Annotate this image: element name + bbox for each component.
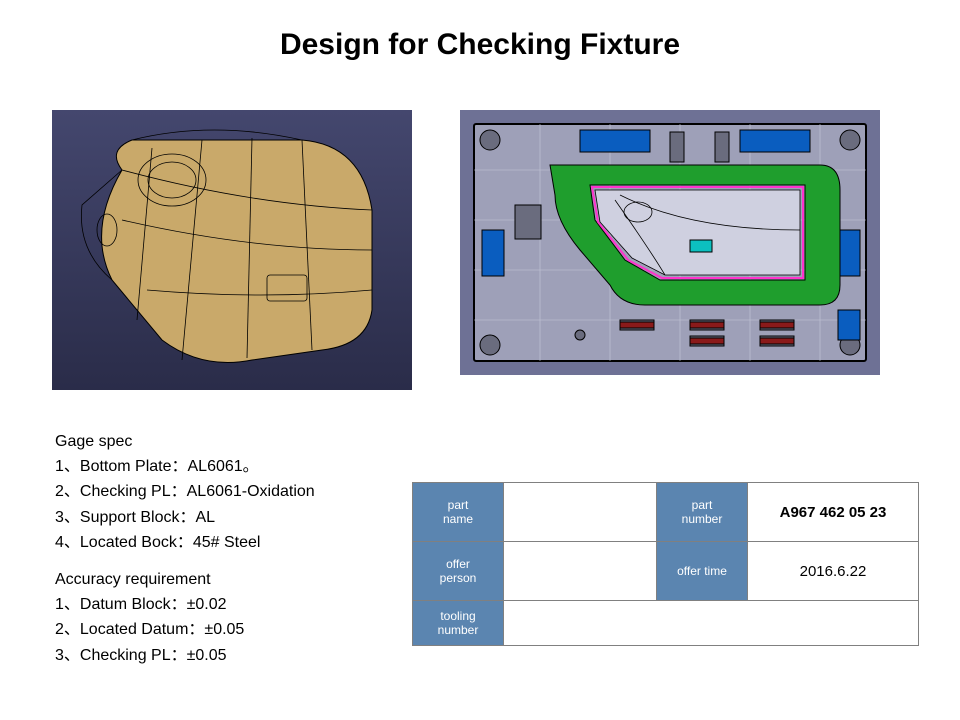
gage-spec-item: 1、Bottom Plate：AL6061。 [55,455,315,478]
fixture-top-view-image [460,110,880,375]
spec-text-block: Gage spec 1、Bottom Plate：AL6061。 2、Check… [55,430,315,669]
value-part-name [504,483,657,542]
table-row: partname partnumber A967 462 05 23 [413,483,919,542]
table-row: offerperson offer time 2016.6.22 [413,542,919,601]
accuracy-item: 2、Located Datum：±0.05 [55,618,315,641]
info-table: partname partnumber A967 462 05 23 offer… [412,482,919,646]
value-part-number: A967 462 05 23 [748,483,919,542]
accuracy-heading: Accuracy requirement [55,568,315,591]
label-offer-time: offer time [657,542,748,601]
gage-spec-item: 3、Support Block：AL [55,506,315,529]
label-offer-person: offerperson [413,542,504,601]
table-row: toolingnumber [413,601,919,646]
cad-part-image [52,110,412,390]
gage-spec-heading: Gage spec [55,430,315,453]
label-tooling-number: toolingnumber [413,601,504,646]
page-title: Design for Checking Fixture [0,28,960,62]
accuracy-item: 1、Datum Block：±0.02 [55,593,315,616]
value-offer-time: 2016.6.22 [748,542,919,601]
accuracy-item: 3、Checking PL：±0.05 [55,644,315,667]
label-part-name: partname [413,483,504,542]
gage-spec-item: 2、Checking PL：AL6061-Oxidation [55,480,315,503]
value-tooling-number [504,601,919,646]
value-offer-person [504,542,657,601]
label-part-number: partnumber [657,483,748,542]
gage-spec-item: 4、Located Bock：45# Steel [55,531,315,554]
